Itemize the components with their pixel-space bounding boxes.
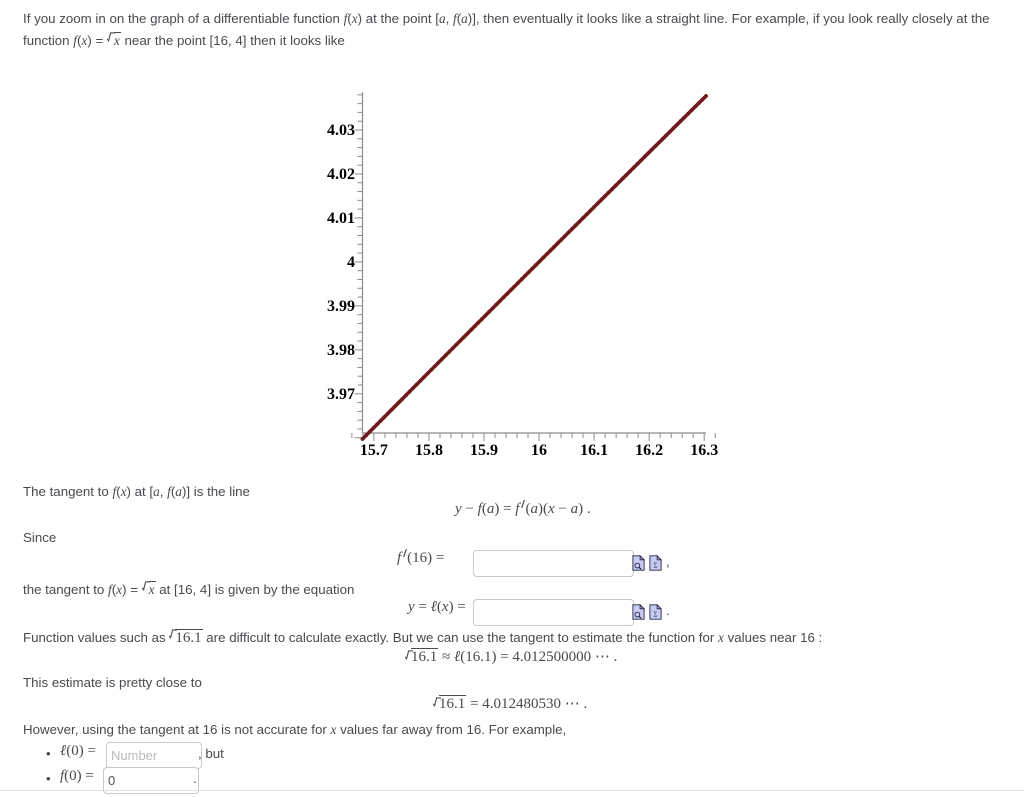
svg-text:3.98: 3.98 — [327, 342, 355, 359]
svg-text:16.1: 16.1 — [580, 442, 608, 459]
svg-text:16.2: 16.2 — [635, 442, 663, 459]
svg-text:15.9: 15.9 — [470, 442, 498, 459]
svg-text:Σ: Σ — [654, 611, 658, 618]
svg-text:4: 4 — [347, 254, 355, 271]
svg-text:16.3: 16.3 — [690, 442, 718, 459]
svg-text:4.01: 4.01 — [327, 210, 355, 227]
svg-text:Σ: Σ — [654, 562, 658, 569]
svg-text:16: 16 — [531, 442, 547, 459]
svg-text:4.03: 4.03 — [327, 122, 355, 139]
svg-text:3.99: 3.99 — [327, 298, 355, 315]
svg-text:3.97: 3.97 — [327, 386, 355, 403]
svg-text:4.02: 4.02 — [327, 166, 355, 183]
svg-text:15.7: 15.7 — [360, 442, 388, 459]
svg-text:15.8: 15.8 — [415, 442, 443, 459]
